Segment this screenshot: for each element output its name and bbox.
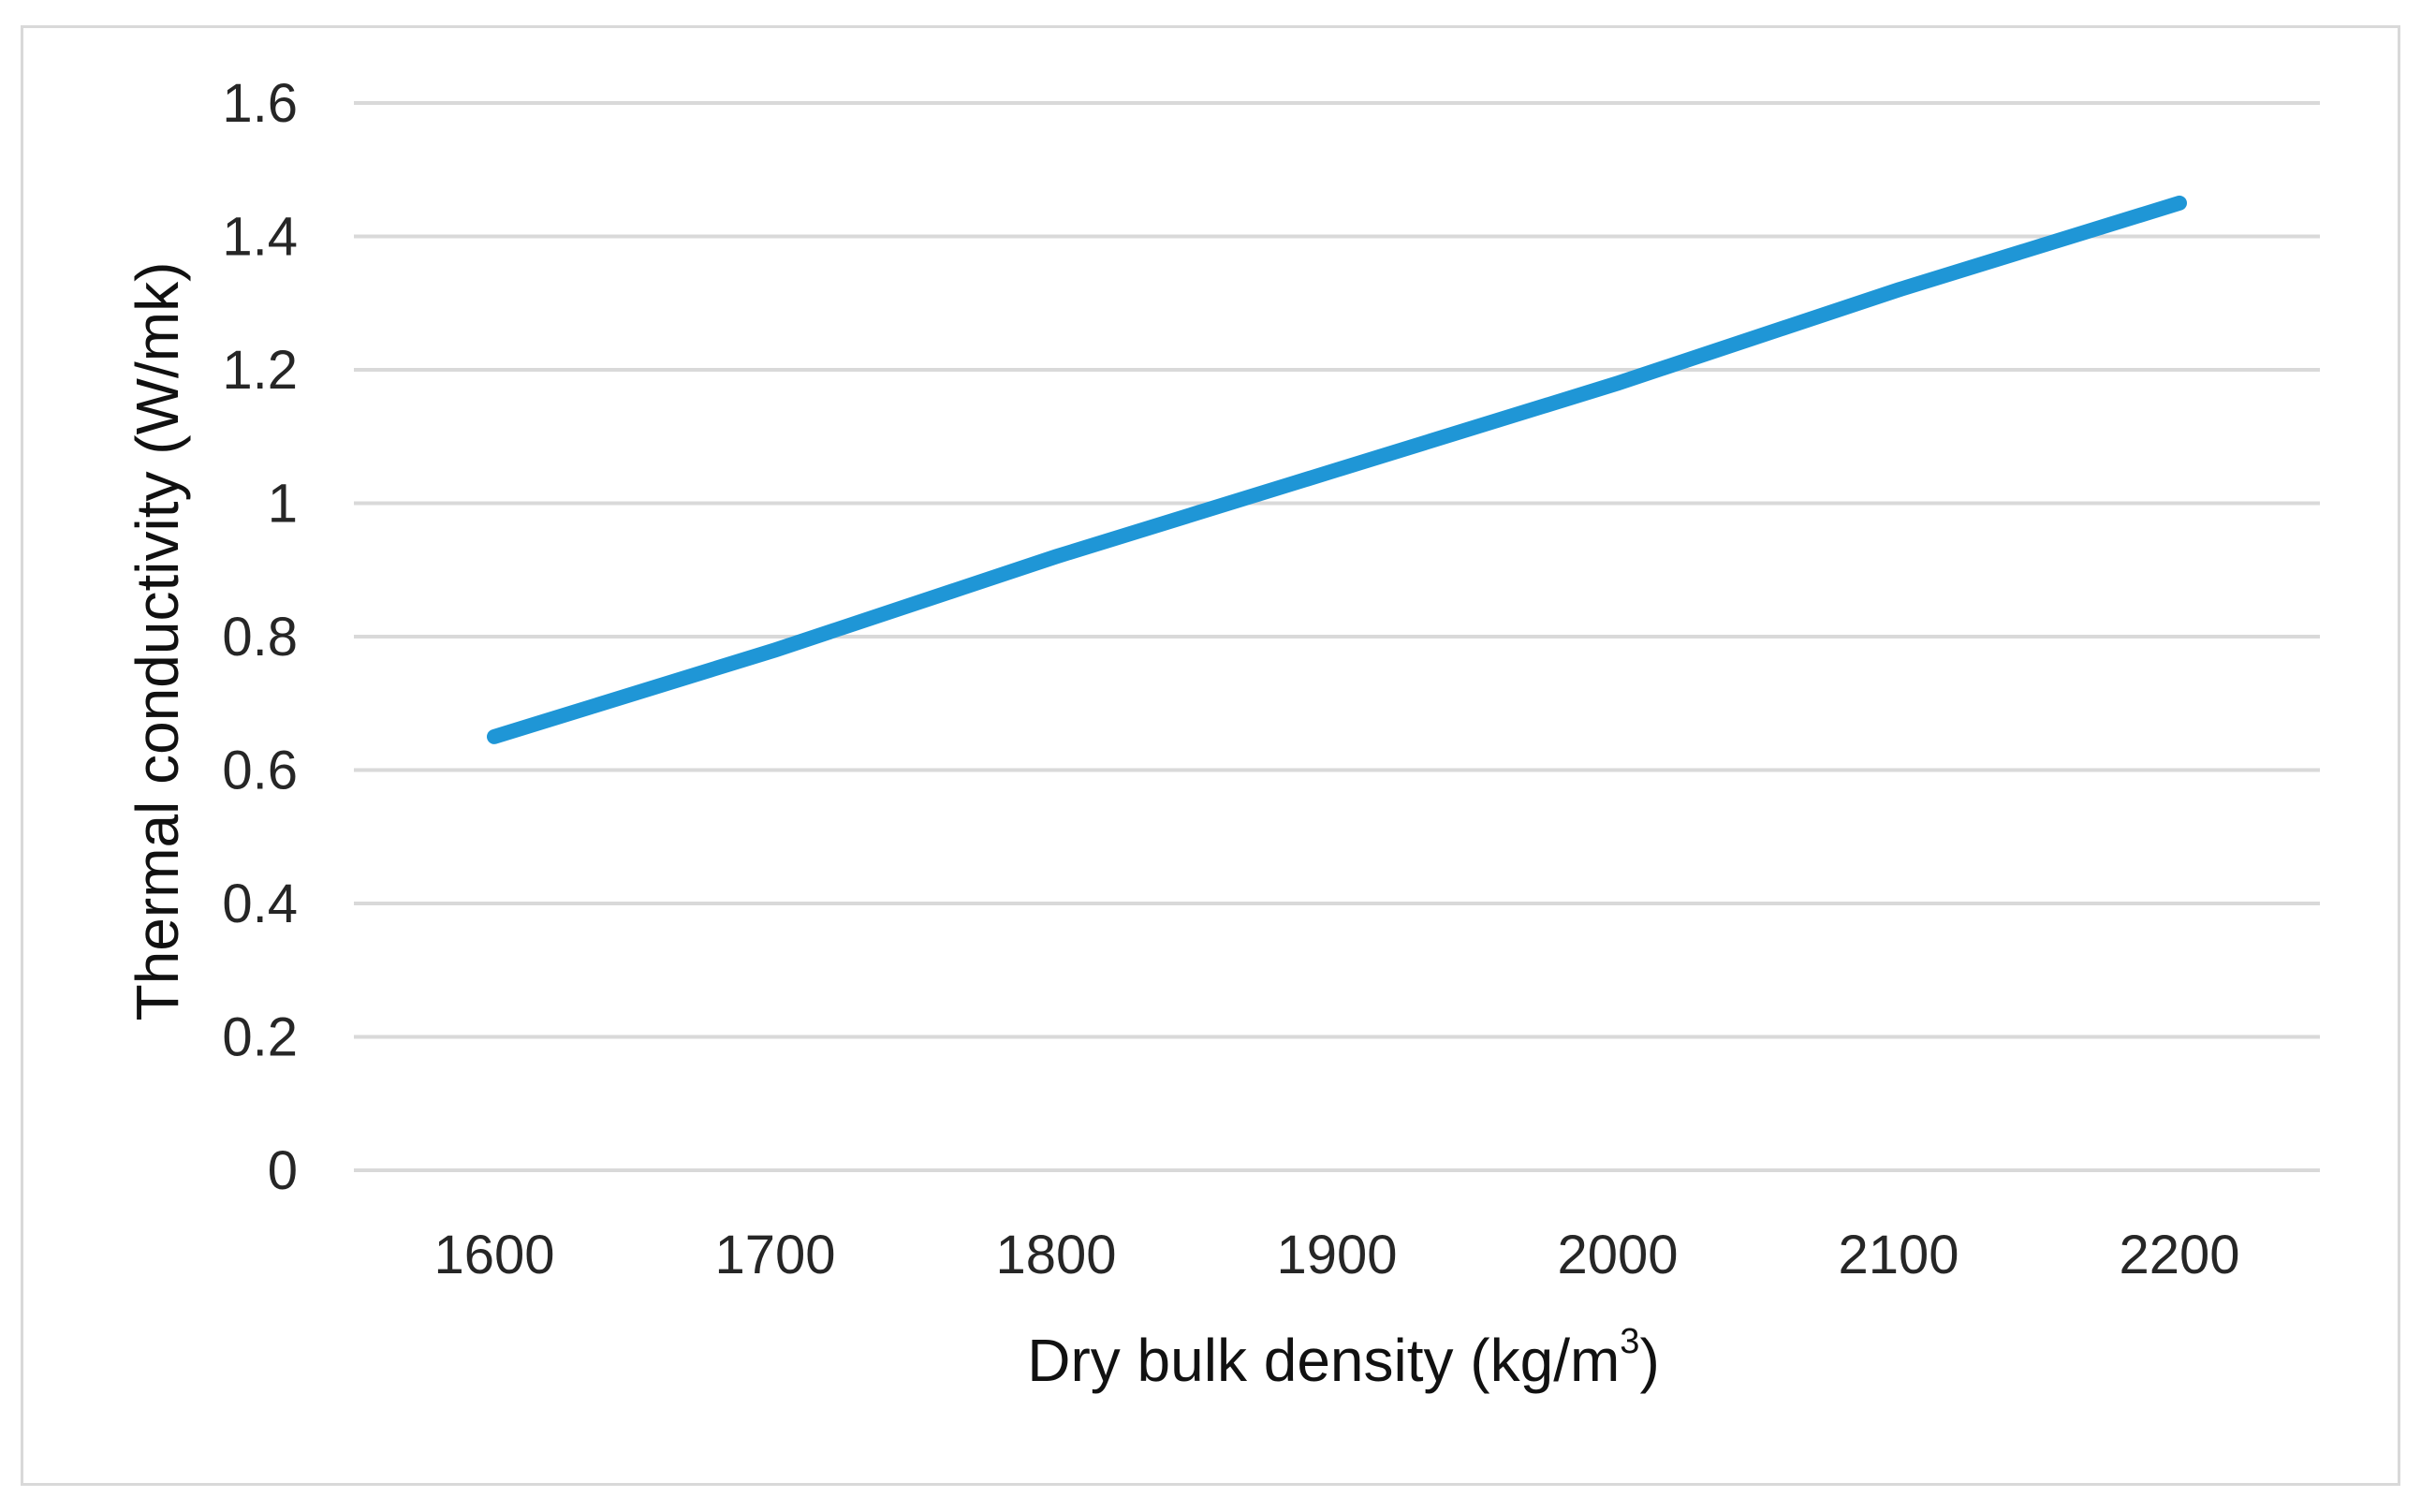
x-tick-label: 1900 — [1276, 1225, 1397, 1285]
x-tick-label: 2100 — [1838, 1225, 1959, 1285]
y-axis-tick-labels: 0 0.2 0.4 0.6 0.8 1 1.2 1.4 1.6 — [222, 73, 298, 1201]
chart-frame — [21, 25, 2400, 1486]
y-tick-label: 0.6 — [222, 741, 298, 801]
x-tick-label: 2000 — [1557, 1225, 1678, 1285]
x-axis-title-end: ) — [1639, 1327, 1659, 1394]
y-tick-label: 1.6 — [222, 73, 298, 134]
x-axis-title-superscript: 3 — [1620, 1322, 1639, 1361]
x-tick-label: 2200 — [2119, 1225, 2239, 1285]
y-tick-label: 0.8 — [222, 607, 298, 668]
y-axis-title: Thermal conductivity (W/mk) — [124, 262, 191, 1021]
y-tick-label: 0 — [268, 1140, 298, 1201]
x-axis-title: Dry bulk density (kg/m3) — [1027, 1322, 1660, 1394]
gridlines — [354, 101, 2320, 1172]
y-tick-label: 1.2 — [222, 340, 298, 401]
series-layer — [487, 195, 2187, 744]
y-tick-label: 1 — [268, 474, 298, 535]
x-tick-label: 1600 — [433, 1225, 554, 1285]
x-axis-tick-labels: 1600 1700 1800 1900 2000 2100 2200 — [433, 1225, 2239, 1285]
y-tick-label: 1.4 — [222, 207, 298, 268]
y-tick-label: 0.4 — [222, 873, 298, 934]
x-tick-label: 1800 — [995, 1225, 1116, 1285]
x-tick-label: 1700 — [714, 1225, 835, 1285]
x-axis-title-text: Dry bulk density (kg/m — [1027, 1327, 1620, 1394]
y-tick-label: 0.2 — [222, 1007, 298, 1068]
series-line-0 — [487, 195, 2187, 744]
